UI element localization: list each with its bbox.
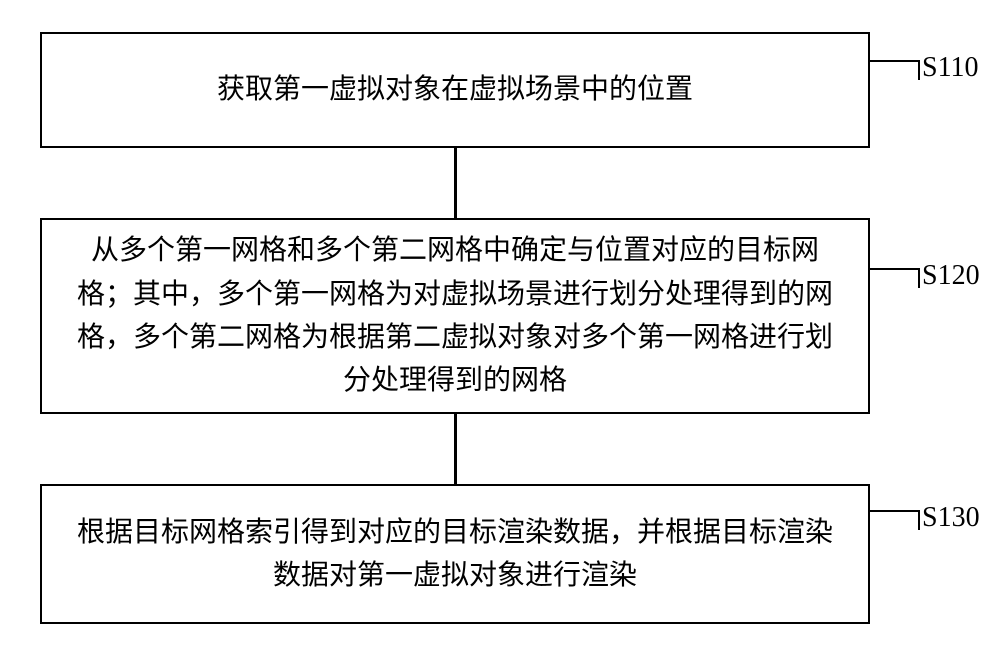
flowchart-canvas: 获取第一虚拟对象在虚拟场景中的位置 S110 从多个第一网格和多个第二网格中确定… [0,0,1000,658]
step-s130-label: S130 [922,502,980,534]
step-s110-box: 获取第一虚拟对象在虚拟场景中的位置 [40,32,870,148]
connector-s110-s120 [454,148,457,218]
leader-line-s130 [870,510,920,530]
step-s120-label: S120 [922,260,980,292]
step-s130-text: 根据目标网格索引得到对应的目标渲染数据，并根据目标渲染数据对第一虚拟对象进行渲染 [70,511,840,598]
step-s120-text: 从多个第一网格和多个第二网格中确定与位置对应的目标网格；其中，多个第一网格为对虚… [70,229,840,403]
leader-line-s120 [870,268,920,288]
leader-line-s110 [870,60,920,80]
step-s130-box: 根据目标网格索引得到对应的目标渲染数据，并根据目标渲染数据对第一虚拟对象进行渲染 [40,484,870,624]
step-s110-label: S110 [922,52,979,84]
step-s110-text: 获取第一虚拟对象在虚拟场景中的位置 [217,68,693,111]
connector-s120-s130 [454,414,457,484]
step-s120-box: 从多个第一网格和多个第二网格中确定与位置对应的目标网格；其中，多个第一网格为对虚… [40,218,870,414]
